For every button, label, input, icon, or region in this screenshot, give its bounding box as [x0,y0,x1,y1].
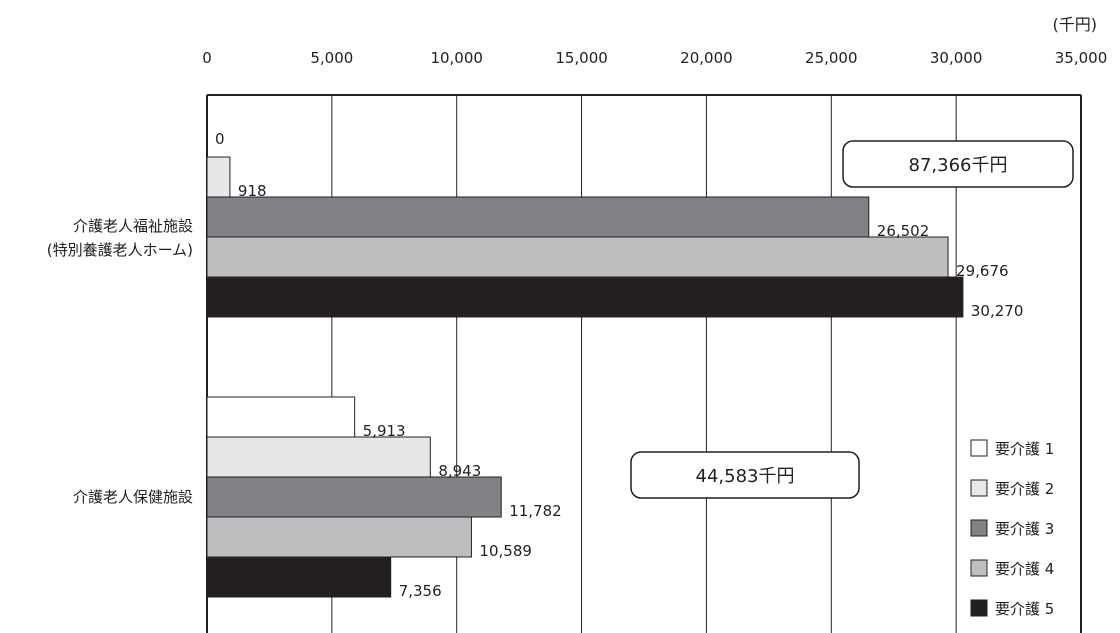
total-callout-label: 44,583千円 [696,466,795,487]
category-label: (特別養護老人ホーム) [47,241,193,259]
bar [206,476,502,518]
legend-swatch [970,439,988,457]
x-tick-label: 30,000 [930,49,983,67]
data-label: 30,270 [971,302,1024,320]
x-tick-label: 35,000 [1055,49,1108,67]
bar [206,556,392,598]
bar [206,156,231,198]
data-labels: 0 5,913 918 8,943 26,502 11,782 29,676 10,589 30… [215,130,1023,600]
x-tick-label: 5,000 [310,49,353,67]
legend-label: 要介護 5 [995,600,1054,618]
x-tick-label: 25,000 [805,49,858,67]
data-label: 918 [238,182,267,200]
legend-swatch [970,559,988,577]
legend-label: 要介護 3 [995,520,1054,538]
bar [206,396,356,438]
legend-swatch [970,519,988,537]
data-label: 29,676 [956,262,1009,280]
legend-label: 要介護 2 [995,480,1054,498]
x-tick-label: 15,000 [555,49,608,67]
data-label: 7,356 [399,582,442,600]
x-tick-label: 0 [202,49,212,67]
x-tick-label: 20,000 [680,49,733,67]
data-label: 0 [215,130,225,148]
data-label: 5,913 [363,422,406,440]
legend-swatch [970,599,988,617]
total-callout-label: 87,366千円 [909,155,1008,176]
legend-label: 要介護 1 [995,440,1054,458]
bars [206,156,964,598]
legend-swatch [970,479,988,497]
legend-label: 要介護 4 [995,560,1054,578]
total-callouts: 87,366千円 44,583千円 [630,140,1074,499]
bar [206,276,964,318]
total-callout-box [630,451,860,499]
bar [206,236,949,278]
category-label: 介護老人保健施設 [73,488,193,506]
bar [206,436,431,478]
total-callout-box [842,140,1074,188]
bar [206,516,472,558]
bar [206,196,870,238]
x-tick-label: 10,000 [430,49,483,67]
category-label: 介護老人福祉施設 [73,217,193,235]
legend: 要介護 1 要介護 2 要介護 3 要介護 4 要介護 5 [970,439,1054,618]
x-axis-ticks: 0 5,000 10,000 15,000 20,000 25,000 30,000 35,0… [202,49,1107,67]
unit-label: (千円) [1053,15,1098,34]
data-label: 11,782 [509,502,562,520]
data-label: 10,589 [479,542,532,560]
category-labels: 介護老人福祉施設 (特別養護老人ホーム) 介護老人保健施設 [47,217,193,506]
data-label: 8,943 [438,462,481,480]
data-label: 26,502 [877,222,930,240]
